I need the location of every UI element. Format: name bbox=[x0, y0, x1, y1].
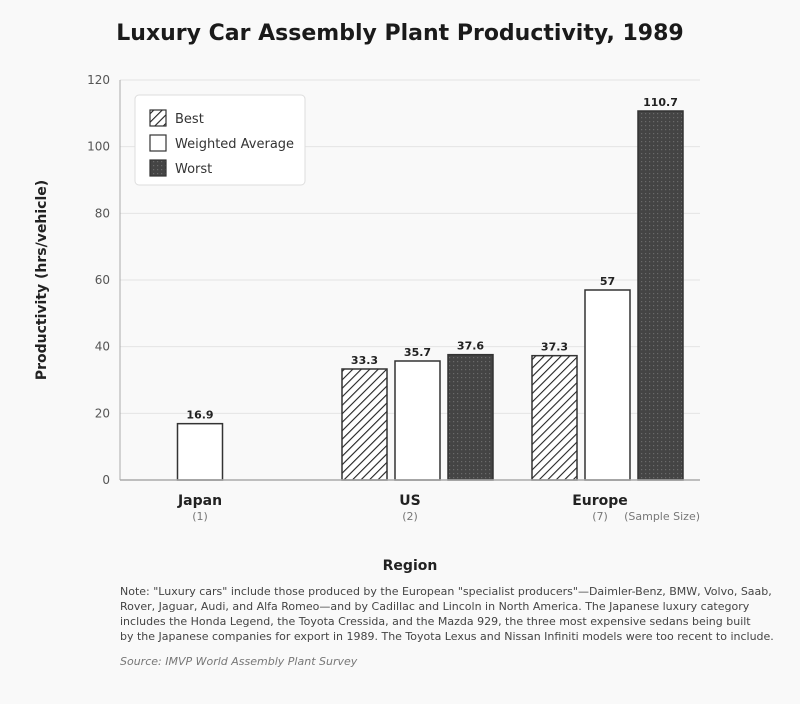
x-tick-label: Europe bbox=[572, 493, 628, 509]
legend-label-weighted-average: Weighted Average bbox=[175, 137, 294, 152]
legend: Best Weighted Average Worst bbox=[134, 94, 306, 186]
note-line: includes the Honda Legend, the Toyota Cr… bbox=[120, 615, 751, 628]
chart-title: Luxury Car Assembly Plant Productivity, … bbox=[116, 21, 683, 46]
sample-size: (1) bbox=[192, 510, 208, 523]
x-tick-label: Japan bbox=[177, 493, 222, 509]
data-label: 35.7 bbox=[404, 346, 431, 359]
sample-size: (2) bbox=[402, 510, 418, 523]
y-axis-label: Productivity (hrs/vehicle) bbox=[34, 180, 50, 380]
y-axis: 0 20 40 60 80 100 120 bbox=[87, 73, 121, 487]
note-line: Note: "Luxury cars" include those produc… bbox=[120, 585, 772, 598]
source-note: Source: IMVP World Assembly Plant Survey bbox=[120, 655, 358, 668]
y-tick-label: 40 bbox=[95, 340, 110, 354]
y-tick-label: 120 bbox=[87, 73, 110, 87]
legend-swatch-weighted-average bbox=[149, 134, 167, 152]
note-line: by the Japanese companies for export in … bbox=[120, 630, 774, 643]
x-tick-label: US bbox=[399, 493, 420, 509]
sample-size: (7) bbox=[592, 510, 608, 523]
legend-swatch-best bbox=[149, 109, 167, 127]
bar-us-best bbox=[341, 368, 388, 481]
note-line: Rover, Jaguar, Audi, and Alfa Romeo—and … bbox=[120, 600, 750, 613]
y-tick-label: 80 bbox=[95, 206, 110, 220]
y-tick-label: 60 bbox=[95, 273, 110, 287]
sample-size-label: (Sample Size) bbox=[624, 510, 700, 523]
footnote: Note: "Luxury cars" include those produc… bbox=[120, 585, 774, 643]
x-axis: Japan(1) US(2) Europe(7) bbox=[120, 479, 700, 523]
bar-europe-worst bbox=[637, 110, 684, 481]
data-label: 37.3 bbox=[541, 341, 568, 354]
legend-swatch-worst bbox=[149, 159, 167, 177]
legend-label-worst: Worst bbox=[175, 162, 212, 177]
bar-us-worst bbox=[447, 353, 494, 481]
x-axis-label: Region bbox=[383, 558, 438, 574]
y-tick-label: 100 bbox=[87, 140, 110, 154]
y-tick-label: 20 bbox=[95, 406, 110, 420]
data-label: 33.3 bbox=[351, 354, 378, 367]
bars: 16.9 33.3 35.7 37.6 37.3 57 110.7 bbox=[176, 96, 684, 481]
bar-us-weighted-average bbox=[394, 360, 441, 481]
data-label: 57 bbox=[600, 275, 615, 288]
data-label: 16.9 bbox=[186, 409, 213, 422]
data-label: 37.6 bbox=[457, 340, 484, 353]
bar-europe-best bbox=[531, 354, 578, 481]
y-tick-label: 0 bbox=[102, 473, 110, 487]
legend-label-best: Best bbox=[175, 112, 204, 127]
bar-europe-weighted-average bbox=[584, 289, 631, 481]
bar-japan-weighted-average bbox=[176, 422, 224, 481]
data-label: 110.7 bbox=[643, 96, 678, 109]
